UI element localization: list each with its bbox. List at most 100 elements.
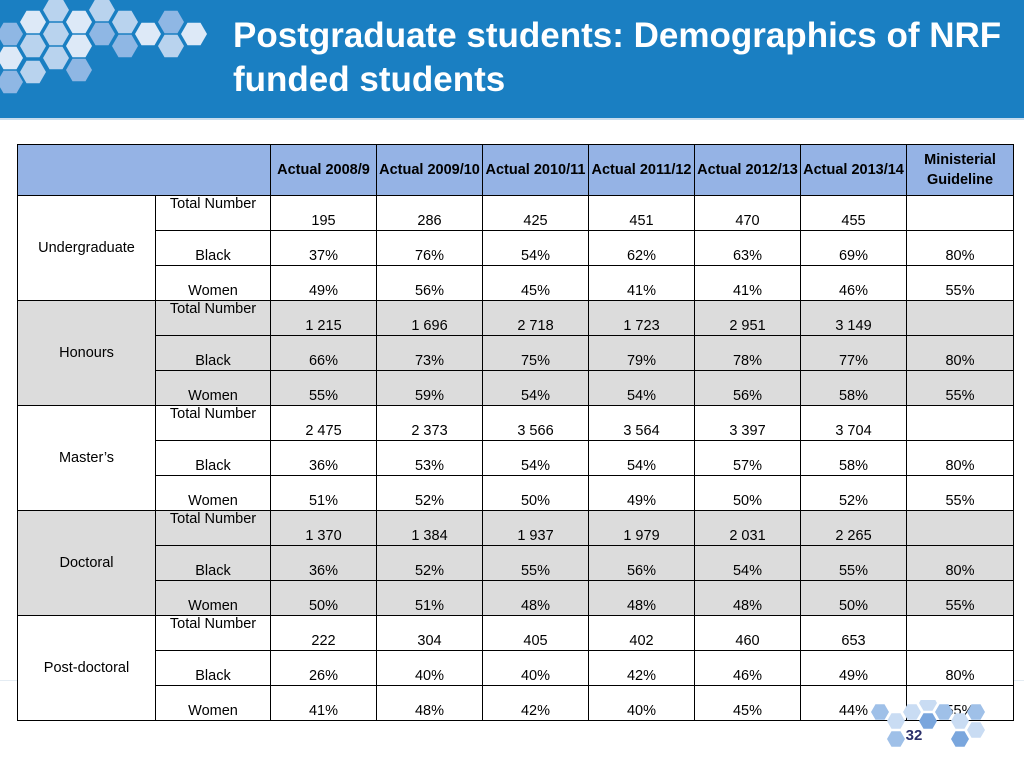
value-cell: 50% bbox=[482, 475, 589, 511]
value-cell: 80% bbox=[906, 545, 1014, 581]
value-cell: 56% bbox=[694, 370, 801, 406]
value-cell: 1 215 bbox=[270, 300, 377, 336]
value-cell: 2 951 bbox=[694, 300, 801, 336]
table-row: Master’s Total Number 2 475 2 373 3 566 3 564… bbox=[17, 405, 1014, 511]
decorative-hexagon bbox=[89, 0, 115, 22]
table-row: Women 49% 56% 45% 41% 41% 46% 55% bbox=[18, 265, 1014, 301]
value-cell: 48% bbox=[694, 580, 801, 616]
decorative-hexagon bbox=[89, 22, 115, 46]
table-row: Doctoral Total Number 1 370 1 384 1 937 1 979… bbox=[17, 510, 1014, 616]
column-header: Actual 2009/10 bbox=[376, 144, 483, 196]
value-cell: 3 149 bbox=[800, 300, 907, 336]
table-row: Honours Total Number 1 215 1 696 2 718 1 723 2… bbox=[17, 300, 1014, 406]
decorative-hexagon bbox=[66, 34, 92, 58]
value-cell: 55% bbox=[906, 370, 1014, 406]
value-cell: 44% bbox=[800, 685, 907, 721]
value-cell: 2 475 bbox=[270, 405, 377, 441]
value-cell: 222 bbox=[270, 615, 377, 651]
value-cell bbox=[906, 195, 1014, 231]
metric-label-cell: Women bbox=[155, 370, 271, 406]
table-row: Black 26% 40% 40% 42% 46% 49% 80% bbox=[18, 650, 1014, 686]
value-cell: 69% bbox=[800, 230, 907, 266]
metric-label-cell: Women bbox=[155, 580, 271, 616]
value-cell: 3 566 bbox=[482, 405, 589, 441]
column-header: Actual 2012/13 bbox=[694, 144, 801, 196]
value-cell: 49% bbox=[800, 650, 907, 686]
table-header-row: Actual 2008/9 Actual 2009/10 Actual 2010… bbox=[17, 144, 1014, 196]
value-cell: 63% bbox=[694, 230, 801, 266]
decorative-hexagon bbox=[0, 46, 23, 70]
value-cell: 52% bbox=[800, 475, 907, 511]
decorative-hexagon bbox=[919, 700, 937, 711]
value-cell: 55% bbox=[482, 545, 589, 581]
decorative-hexagon bbox=[967, 704, 985, 720]
decorative-hexagon bbox=[903, 704, 921, 720]
metric-label-cell: Women bbox=[155, 265, 271, 301]
value-cell: 50% bbox=[694, 475, 801, 511]
value-cell: 37% bbox=[270, 230, 377, 266]
value-cell: 48% bbox=[588, 580, 695, 616]
decorative-hexagon bbox=[43, 0, 69, 22]
value-cell: 75% bbox=[482, 335, 589, 371]
value-cell: 460 bbox=[694, 615, 801, 651]
value-cell: 45% bbox=[482, 265, 589, 301]
slide-title: Postgraduate students: Demographics of N… bbox=[233, 16, 1002, 99]
value-cell: 470 bbox=[694, 195, 801, 231]
metric-label-cell: Total Number bbox=[155, 300, 271, 336]
group-label-cell: Undergraduate bbox=[17, 195, 156, 301]
value-cell: 2 373 bbox=[376, 405, 483, 441]
value-cell: 1 937 bbox=[482, 510, 589, 546]
metric-label-cell: Total Number bbox=[155, 405, 271, 441]
value-cell: 54% bbox=[588, 370, 695, 406]
value-cell: 1 370 bbox=[270, 510, 377, 546]
value-cell: 425 bbox=[482, 195, 589, 231]
metric-label-cell: Black bbox=[155, 335, 271, 371]
value-cell: 66% bbox=[270, 335, 377, 371]
value-cell: 58% bbox=[800, 370, 907, 406]
value-cell: 45% bbox=[694, 685, 801, 721]
value-cell bbox=[906, 615, 1014, 651]
value-cell: 55% bbox=[906, 265, 1014, 301]
value-cell: 55% bbox=[906, 475, 1014, 511]
decorative-hexagon bbox=[66, 10, 92, 34]
value-cell: 79% bbox=[588, 335, 695, 371]
value-cell: 41% bbox=[588, 265, 695, 301]
decorative-hexagon bbox=[43, 22, 69, 46]
value-cell: 46% bbox=[800, 265, 907, 301]
value-cell: 286 bbox=[376, 195, 483, 231]
column-header: Ministerial Guideline bbox=[906, 144, 1014, 196]
value-cell: 40% bbox=[482, 650, 589, 686]
group-label-cell: Doctoral bbox=[17, 510, 156, 616]
decorative-hexagon bbox=[967, 722, 985, 738]
decorative-hexagon bbox=[135, 22, 161, 46]
value-cell: 46% bbox=[694, 650, 801, 686]
table-row: Black 37% 76% 54% 62% 63% 69% 80% bbox=[18, 230, 1014, 266]
value-cell: 49% bbox=[588, 475, 695, 511]
value-cell: 3 564 bbox=[588, 405, 695, 441]
table-row: Undergraduate Total Number 195 286 425 451 470… bbox=[17, 195, 1014, 301]
value-cell: 52% bbox=[376, 545, 483, 581]
decorative-hexagon bbox=[112, 34, 138, 58]
hexagon-pattern-footer-logo bbox=[871, 700, 985, 747]
value-cell: 402 bbox=[588, 615, 695, 651]
slide-header: Postgraduate students: Demographics of N… bbox=[0, 0, 1024, 118]
value-cell: 3 704 bbox=[800, 405, 907, 441]
metric-label-cell: Total Number bbox=[155, 510, 271, 546]
value-cell: 41% bbox=[270, 685, 377, 721]
table-row: Black 36% 53% 54% 54% 57% 58% 80% bbox=[18, 440, 1014, 476]
value-cell: 73% bbox=[376, 335, 483, 371]
value-cell: 62% bbox=[588, 230, 695, 266]
decorative-hexagon bbox=[0, 22, 23, 46]
header-divider bbox=[0, 118, 1024, 120]
decorative-hexagon bbox=[112, 10, 138, 34]
value-cell: 76% bbox=[376, 230, 483, 266]
decorative-hexagon bbox=[0, 70, 23, 94]
value-cell: 36% bbox=[270, 545, 377, 581]
decorative-hexagon bbox=[66, 58, 92, 82]
value-cell: 26% bbox=[270, 650, 377, 686]
value-cell: 54% bbox=[482, 440, 589, 476]
value-cell: 1 979 bbox=[588, 510, 695, 546]
decorative-hexagon bbox=[158, 34, 184, 58]
value-cell: 195 bbox=[270, 195, 377, 231]
value-cell: 54% bbox=[694, 545, 801, 581]
